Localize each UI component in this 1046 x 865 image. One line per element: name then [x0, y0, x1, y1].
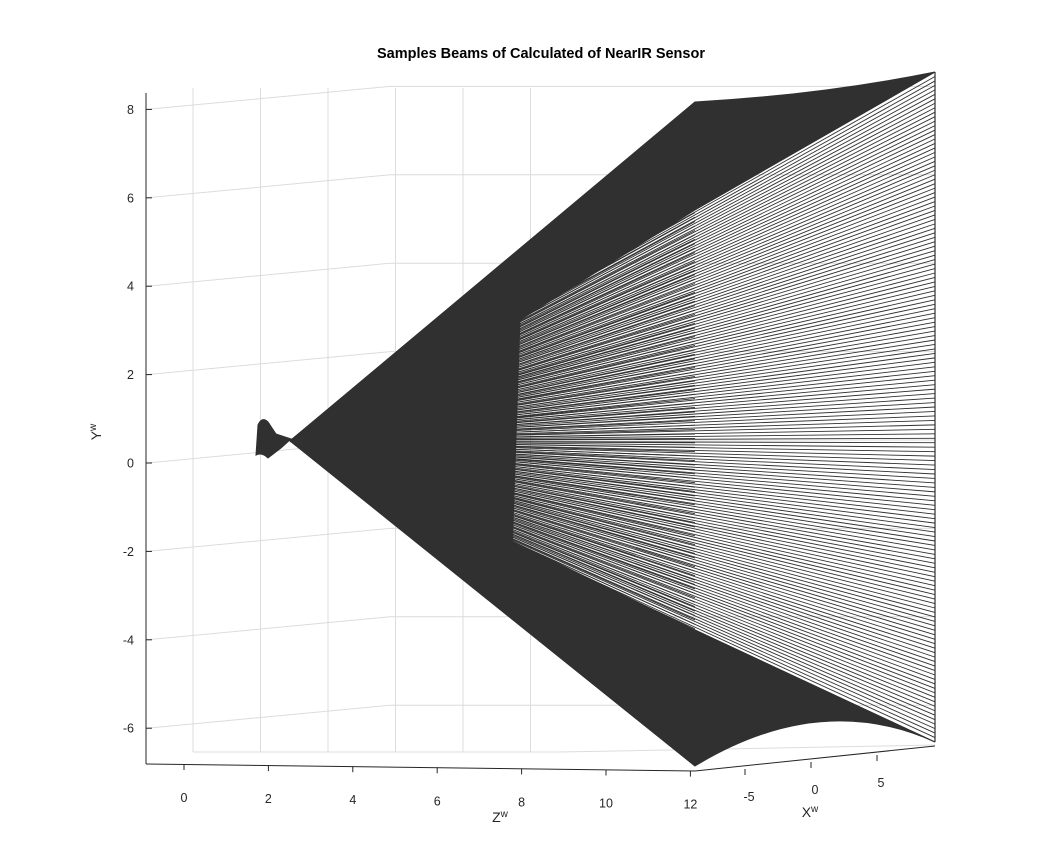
y-gridline [146, 262, 935, 287]
sensor-origin [255, 419, 292, 459]
z-tick-label: 8 [518, 795, 525, 809]
y-tick-label: 0 [127, 457, 134, 471]
sensor-blob [255, 419, 292, 459]
y-tick-label: 6 [127, 191, 134, 205]
y-axis-label: Yw [88, 423, 105, 440]
y-tick-label: 2 [127, 368, 134, 382]
z-tick-label: 6 [434, 794, 441, 808]
z-tick-label: 0 [181, 791, 188, 805]
z-tick-label: 12 [683, 798, 697, 812]
z-axis-label: Zw [492, 809, 509, 826]
beam-layer [288, 71, 936, 767]
z-tick-label: 4 [349, 793, 356, 807]
x-tick-label: 0 [812, 783, 819, 797]
beam-cone-core [288, 319, 521, 556]
tick-layer: 8 6 4 2 0 -2 -4 -6 0 2 4 6 8 10 12 -5 0 5 [123, 103, 885, 812]
y-gridline [146, 616, 935, 641]
y-tick-label: 8 [127, 103, 134, 117]
x-axis-line [694, 745, 936, 772]
chart-title: Samples Beams of Calculated of NearIR Se… [377, 46, 705, 62]
z-tick-label: 10 [599, 797, 613, 811]
x-tick-label: 5 [878, 776, 885, 790]
floor-gridline [193, 744, 936, 753]
z-axis-line [145, 763, 696, 772]
x-axis-label: Xw [802, 804, 819, 821]
z-tick-label: 2 [265, 792, 272, 806]
y-tick-label: -4 [123, 633, 134, 647]
y-tick-label: 4 [127, 280, 134, 294]
y-gridline [146, 85, 935, 110]
x-tick-label: -5 [743, 790, 754, 804]
y-tick-label: -6 [123, 722, 134, 736]
axis-layer [145, 93, 936, 772]
y-tick-label: -2 [123, 545, 134, 559]
y-gridline [146, 351, 935, 376]
